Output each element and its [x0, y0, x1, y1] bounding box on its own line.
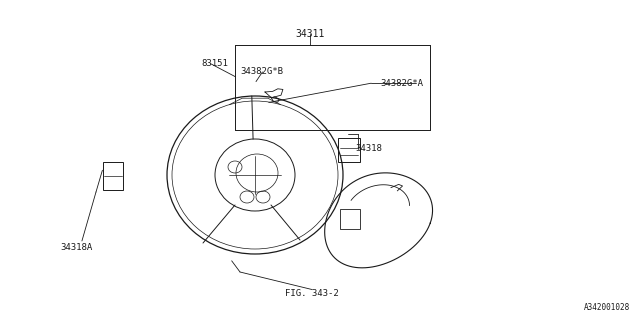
- Text: 34318: 34318: [355, 144, 382, 153]
- Text: 34382G*B: 34382G*B: [240, 68, 283, 76]
- Text: 34318A: 34318A: [61, 244, 93, 252]
- Text: A342001028: A342001028: [584, 303, 630, 312]
- Text: 83151: 83151: [202, 60, 228, 68]
- Text: 34382G*A: 34382G*A: [381, 79, 424, 88]
- Text: 34311: 34311: [296, 28, 325, 39]
- Text: FIG. 343-2: FIG. 343-2: [285, 289, 339, 298]
